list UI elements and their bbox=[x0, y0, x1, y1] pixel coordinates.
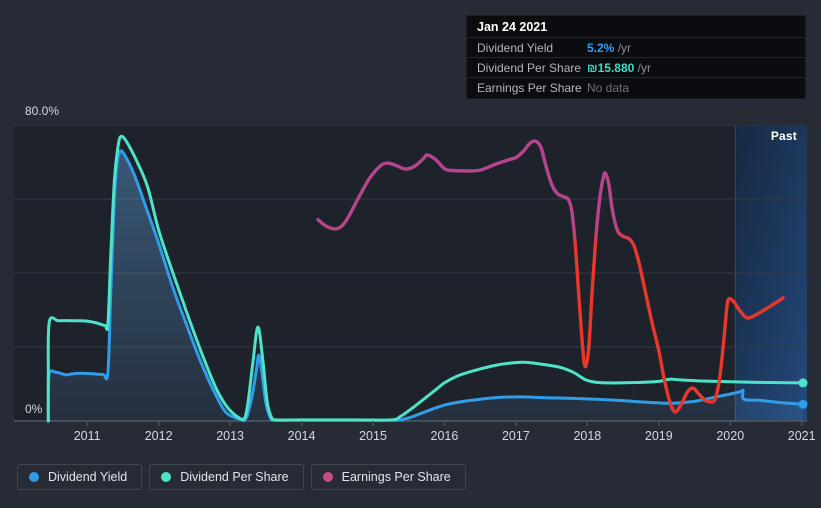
tooltip-row-value: 5.2% bbox=[587, 40, 615, 55]
legend-label: Dividend Per Share bbox=[180, 470, 289, 484]
dividend-yield-line bbox=[46, 149, 805, 423]
legend-label: Dividend Yield bbox=[48, 470, 128, 484]
tooltip-row-suffix: /yr bbox=[634, 60, 651, 75]
tooltip-row-label: Earnings Per Share bbox=[477, 80, 582, 95]
tooltip-date: Jan 24 2021 bbox=[477, 20, 548, 34]
dividend-per-share-dot-icon bbox=[161, 472, 172, 482]
earnings-per-share-dot-icon bbox=[322, 472, 333, 482]
x-axis-label: 2015 bbox=[359, 429, 387, 443]
legend-label: Earnings Per Share bbox=[341, 470, 451, 484]
earnings-per-share-line bbox=[316, 139, 785, 414]
chart-tooltip: Jan 24 2021 Dividend Yield 5.2% /yr Divi… bbox=[466, 15, 806, 99]
tooltip-row: Dividend Per Share ₪15.880 /yr bbox=[467, 57, 805, 77]
dividend-yield-dot-icon bbox=[29, 472, 39, 482]
dividend-yield-end-dot bbox=[798, 399, 808, 409]
legend-button-earnings-per-share[interactable]: Earnings Per Share bbox=[310, 464, 466, 490]
chart-plot-area[interactable] bbox=[0, 125, 821, 430]
tooltip-row-suffix: /yr bbox=[614, 40, 632, 55]
tooltip-row: Earnings Per Share No data bbox=[467, 77, 805, 97]
legend-button-dividend-per-share[interactable]: Dividend Per Share bbox=[149, 464, 304, 490]
y-axis-label-80: 80.0% bbox=[25, 104, 60, 118]
x-axis-label: 2016 bbox=[430, 429, 459, 443]
legend-button-dividend-yield[interactable]: Dividend Yield bbox=[17, 464, 143, 490]
x-axis-label: 2019 bbox=[644, 429, 673, 443]
x-axis-label: 2014 bbox=[287, 429, 316, 443]
x-axis-label: 2020 bbox=[716, 429, 745, 443]
x-axis-label: 2018 bbox=[573, 429, 602, 443]
y-axis-label-0: 0% bbox=[25, 402, 43, 416]
x-axis: 2011 2012 2013 2014 2015 2016 2017 2018 2019 2020… bbox=[0, 429, 821, 445]
tooltip-row-label: Dividend Yield bbox=[477, 40, 554, 55]
dividend-per-share-line bbox=[46, 134, 805, 423]
dividend-per-share-end-dot bbox=[798, 378, 808, 388]
tooltip-row: Dividend Yield 5.2% /yr bbox=[467, 37, 805, 57]
x-axis-label: 2013 bbox=[216, 429, 244, 443]
past-region-label: Past bbox=[770, 129, 797, 143]
x-axis-label: 2021 bbox=[787, 429, 816, 443]
x-axis-label: 2012 bbox=[144, 429, 173, 443]
tooltip-row-label: Dividend Per Share bbox=[477, 60, 582, 75]
x-axis-label: 2011 bbox=[73, 429, 101, 443]
tooltip-row-value: ₪15.880 bbox=[587, 60, 635, 75]
tooltip-row-value: No data bbox=[587, 80, 630, 95]
chart-legend: Dividend Yield Dividend Per Share Earnin… bbox=[17, 464, 466, 490]
dividend-yield-area bbox=[48, 150, 804, 422]
x-axis-label: 2017 bbox=[501, 429, 530, 443]
